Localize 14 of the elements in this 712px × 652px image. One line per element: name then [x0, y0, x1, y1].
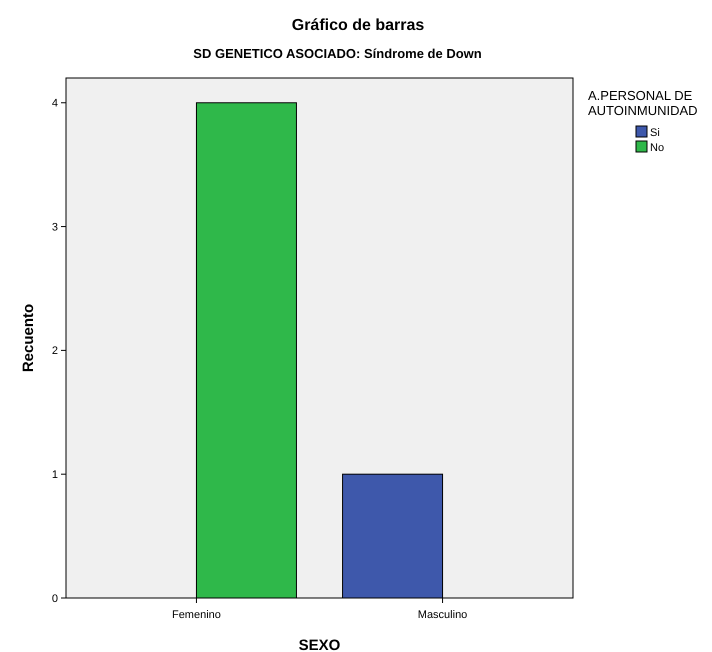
y-tick-label: 2 [52, 345, 58, 358]
legend-label: No [650, 142, 664, 154]
chart-title: Gráfico de barras [292, 17, 424, 34]
y-tick-label: 3 [52, 221, 58, 234]
y-tick-label: 4 [52, 98, 58, 110]
y-tick-label: 1 [52, 469, 58, 482]
x-tick-label: Masculino [418, 609, 468, 621]
legend-label: Si [650, 127, 660, 139]
x-axis-title: SEXO [298, 637, 341, 652]
y-axis-title: Recuento [20, 304, 37, 372]
x-tick-label: Femenino [172, 609, 221, 621]
chart-subtitle: SD GENETICO ASOCIADO: Síndrome de Down [193, 46, 482, 61]
y-tick-label: 0 [52, 592, 58, 605]
legend-title: A.PERSONAL DE AUTOINMUNIDAD [588, 88, 698, 118]
